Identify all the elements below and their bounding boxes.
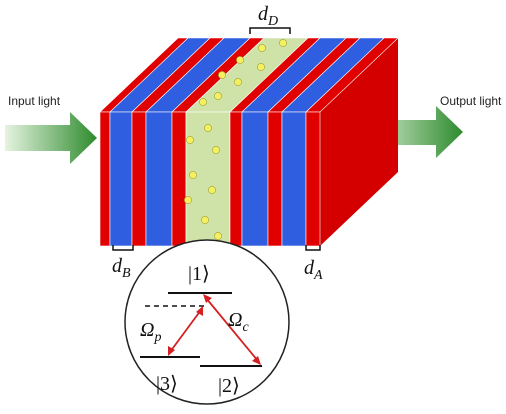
atom	[234, 78, 242, 86]
atom	[208, 186, 216, 194]
transitions	[168, 294, 261, 365]
d-d-label: dD	[258, 3, 278, 29]
atom	[186, 136, 194, 144]
front-stripe	[171, 111, 187, 247]
side-face	[320, 38, 398, 246]
front-stripe	[185, 111, 231, 247]
bracket	[249, 27, 291, 34]
omega-c-label: Ωc	[228, 309, 249, 335]
atom	[236, 56, 244, 64]
front-stripe	[267, 111, 283, 247]
atom	[214, 92, 222, 100]
front-stripe	[145, 111, 173, 247]
atom	[184, 196, 192, 204]
d-b-label: dB	[112, 255, 131, 281]
front-stripe	[229, 111, 243, 247]
bracket	[112, 245, 134, 251]
input-arrow	[5, 112, 97, 164]
level-2-label: |2⟩	[218, 375, 240, 397]
bracket	[305, 245, 321, 251]
output-label: Output light	[440, 94, 502, 108]
atom	[214, 232, 222, 240]
omega-p-label: Ωp	[140, 319, 161, 345]
d-a-label: dA	[304, 257, 323, 283]
zoom-circle	[124, 239, 290, 405]
atom	[189, 171, 197, 179]
front-stripe	[99, 111, 111, 247]
atom	[201, 216, 209, 224]
input-label: Input light	[8, 94, 61, 108]
front-stripe	[109, 111, 133, 247]
front-stripe	[241, 111, 269, 247]
atom	[212, 146, 220, 154]
atom	[204, 124, 212, 132]
atom	[258, 44, 266, 52]
level-1-label: |1⟩	[188, 263, 210, 285]
front-stripe	[305, 111, 321, 247]
atoms	[184, 39, 287, 240]
atom	[199, 98, 207, 106]
atom	[218, 71, 226, 79]
atom	[257, 63, 265, 71]
front-stripe	[131, 111, 147, 247]
level-3-label: |3⟩	[156, 373, 178, 395]
front-stripe	[281, 111, 307, 247]
atom	[279, 39, 287, 47]
